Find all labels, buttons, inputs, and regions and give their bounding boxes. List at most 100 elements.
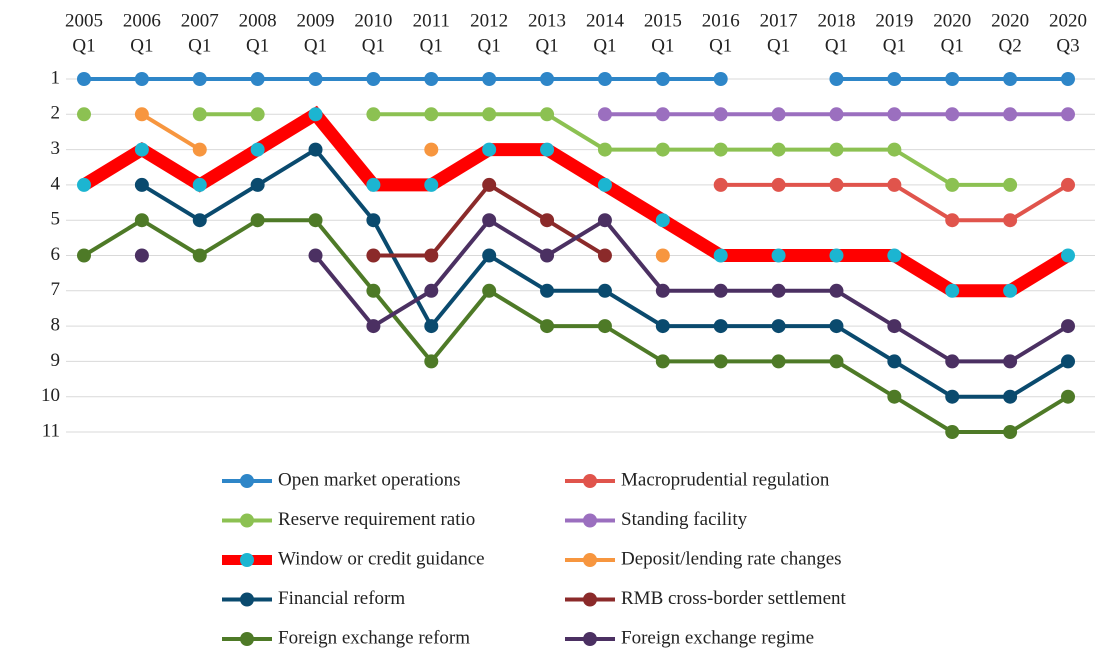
data-point	[1061, 248, 1075, 263]
x-tick-quarter: Q1	[767, 35, 790, 56]
legend-label: Macroprudential regulation	[621, 469, 830, 490]
data-point	[366, 248, 381, 263]
data-point	[482, 248, 497, 263]
data-point	[366, 213, 381, 228]
data-point	[77, 72, 91, 86]
data-point	[597, 177, 612, 192]
data-point	[945, 213, 960, 228]
data-point	[829, 177, 844, 192]
data-point	[134, 177, 149, 192]
data-point	[308, 248, 323, 263]
data-point	[887, 107, 902, 122]
data-point	[1003, 283, 1018, 298]
x-tick-year: 2018	[817, 10, 855, 31]
x-tick-year: 2017	[760, 10, 798, 31]
data-point	[424, 248, 439, 263]
data-point	[1003, 213, 1018, 228]
x-tick-year: 2007	[181, 10, 219, 31]
data-point	[829, 142, 844, 157]
data-point	[655, 107, 670, 122]
data-point	[1003, 354, 1018, 369]
y-tick-label: 1	[51, 67, 61, 88]
data-point	[192, 177, 207, 192]
x-tick-year: 2009	[297, 10, 335, 31]
data-point	[540, 72, 555, 86]
data-point	[771, 319, 786, 334]
data-point	[1061, 319, 1075, 334]
x-tick-year: 2020	[1049, 10, 1087, 31]
data-point	[424, 319, 439, 334]
x-tick-quarter: Q1	[593, 35, 616, 56]
legend-label: Open market operations	[278, 469, 461, 490]
x-tick-quarter: Q1	[535, 35, 558, 56]
data-point	[771, 283, 786, 298]
data-point	[424, 72, 439, 86]
x-tick-year: 2020	[991, 10, 1029, 31]
data-point	[829, 107, 844, 122]
data-point	[887, 248, 902, 263]
data-point	[771, 177, 786, 192]
legend-marker	[583, 474, 597, 488]
legend-marker	[240, 474, 254, 488]
data-point	[597, 72, 612, 86]
x-tick-quarter: Q1	[362, 35, 385, 56]
y-tick-label: 3	[51, 138, 61, 159]
data-point	[1061, 389, 1075, 404]
legend-label: Window or credit guidance	[278, 548, 485, 569]
data-point	[829, 319, 844, 334]
legend-label: Financial reform	[278, 588, 405, 609]
data-point	[713, 142, 728, 157]
x-tick-quarter: Q1	[883, 35, 906, 56]
data-point	[655, 354, 670, 369]
data-point	[829, 248, 844, 263]
data-point	[713, 354, 728, 369]
y-tick-label: 7	[51, 279, 61, 300]
data-point	[308, 107, 323, 122]
data-point	[829, 283, 844, 298]
x-tick-quarter: Q1	[246, 35, 269, 56]
x-tick-quarter: Q1	[651, 35, 674, 56]
data-point	[424, 142, 439, 157]
data-point	[134, 142, 149, 157]
data-point	[540, 248, 555, 263]
data-point	[713, 319, 728, 334]
data-point	[945, 389, 960, 404]
data-point	[250, 177, 265, 192]
data-point	[134, 248, 149, 263]
y-tick-label: 8	[51, 314, 61, 335]
y-tick-label: 5	[51, 209, 61, 230]
data-point	[482, 72, 497, 86]
data-point	[655, 248, 670, 263]
data-point	[655, 283, 670, 298]
data-point	[540, 319, 555, 334]
data-point	[540, 107, 555, 122]
data-point	[887, 72, 902, 86]
data-point	[77, 248, 91, 263]
data-point	[77, 177, 91, 192]
x-tick-year: 2020	[933, 10, 971, 31]
data-point	[829, 72, 844, 86]
data-point	[308, 142, 323, 157]
x-tick-quarter: Q1	[304, 35, 327, 56]
data-point	[945, 72, 960, 86]
data-point	[1003, 177, 1018, 192]
y-tick-label: 2	[51, 103, 61, 124]
data-point	[945, 283, 960, 298]
series-line	[313, 217, 1070, 364]
data-point	[424, 177, 439, 192]
data-point	[366, 177, 381, 192]
data-point	[482, 177, 497, 192]
data-point	[829, 354, 844, 369]
data-point	[308, 72, 323, 86]
x-tick-year: 2008	[239, 10, 277, 31]
legend-marker	[240, 632, 254, 646]
data-point	[887, 177, 902, 192]
x-tick-quarter: Q3	[1056, 35, 1079, 56]
data-point	[1061, 72, 1075, 86]
x-tick-year: 2014	[586, 10, 625, 31]
data-point	[192, 213, 207, 228]
data-point	[134, 107, 149, 122]
data-point	[540, 283, 555, 298]
data-point	[540, 142, 555, 157]
data-point	[887, 319, 902, 334]
